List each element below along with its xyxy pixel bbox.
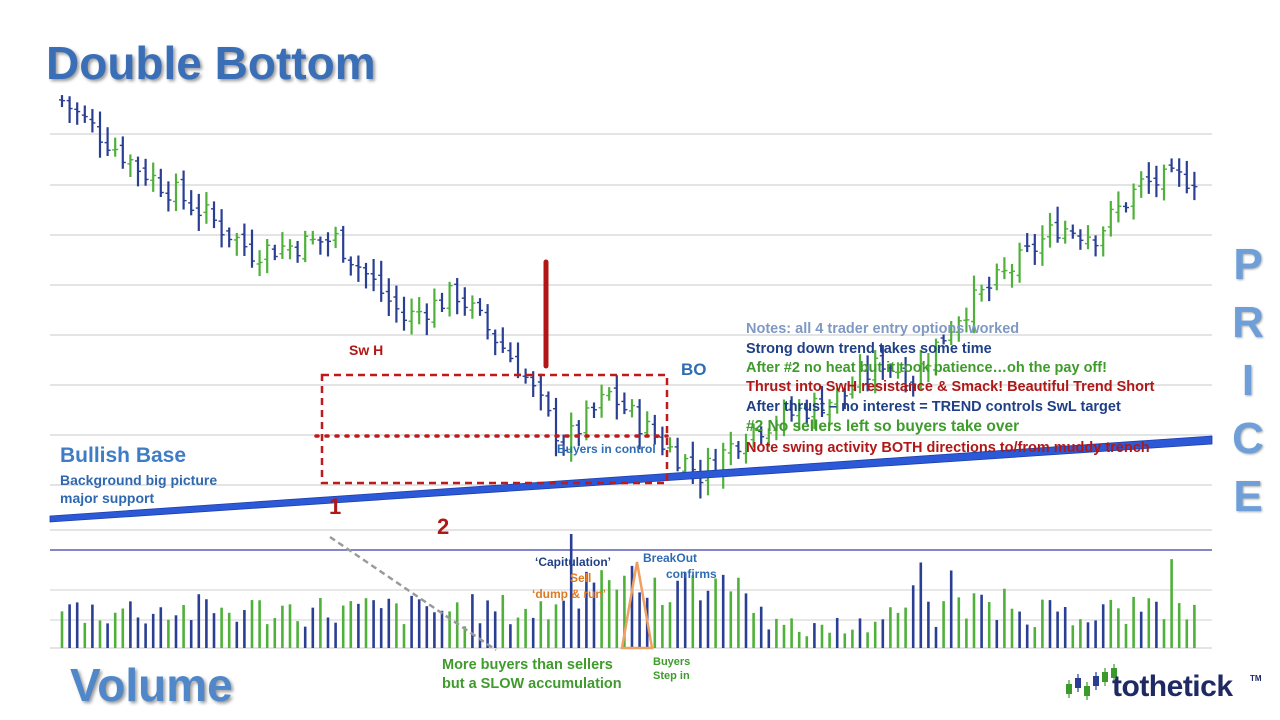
range-box [320,373,669,485]
price-letter-e: E [1233,472,1263,521]
volume-title: Volume [70,659,233,711]
chart-overlays [49,259,1213,652]
price-letter-c: C [1232,414,1264,463]
buyers-in-control-label: Buyers in control [557,442,656,456]
logo-candle-body [1066,684,1072,694]
price-bars [59,95,1198,499]
logo-candle-body [1102,672,1108,682]
slow-accum-label: but a SLOW accumulation [442,676,622,692]
note-line: Note swing activity BOTH directions to/f… [746,440,1150,456]
page-title: Double Bottom [46,37,376,89]
capitulation-triangle [620,561,654,650]
volume-decline-line [329,535,497,652]
note-line: Thrust into SwH resistance & Smack! Beau… [746,379,1155,395]
logo-candle-body [1111,668,1117,678]
buyers-label: Buyers [653,656,691,668]
logo-candle-body [1084,686,1090,696]
more-buyers-label: More buyers than sellers [442,657,613,673]
step-in-label: Step in [653,670,690,682]
logo-candles-icon [1066,664,1117,700]
swing-high-label: Sw H [349,342,384,358]
price-gridlines [50,133,1212,531]
bullish-base-line2: major support [60,490,155,506]
volume-bars [60,534,1196,648]
logo-text: tothetick [1112,670,1233,703]
price-letter-r: R [1232,298,1264,347]
sell-label: Sell [570,571,592,585]
price-letter-i: I [1241,356,1255,405]
note-line: After #2 no heat but it took patience…oh… [746,360,1107,376]
price-letter-p: P [1233,240,1263,289]
logo-candle-body [1093,676,1099,686]
breakout-volume-label: BreakOut [643,551,698,565]
capitulation-label: ‘Capitulation’ [535,555,611,569]
note-line: #2 No sellers left so buyers take over [746,418,1020,435]
breakout-label: BO [681,360,707,379]
confirms-label: confirms [666,567,717,581]
dump-run-label: ‘dump & run’ [532,587,606,601]
bottom-2-label: 2 [437,514,450,539]
bottom-1-label: 1 [329,494,342,519]
trendline [49,435,1213,523]
bullish-base-line1: Background big picture [60,472,218,488]
bullish-base-title: Bullish Base [60,444,187,467]
note-line: After thrust – no interest = TREND contr… [746,399,1121,415]
note-line: Notes: all 4 trader entry options worked [746,321,1020,337]
logo-candle-body [1075,678,1081,688]
logo-tm: TM [1250,674,1262,683]
note-line: Strong down trend takes some time [746,341,992,357]
